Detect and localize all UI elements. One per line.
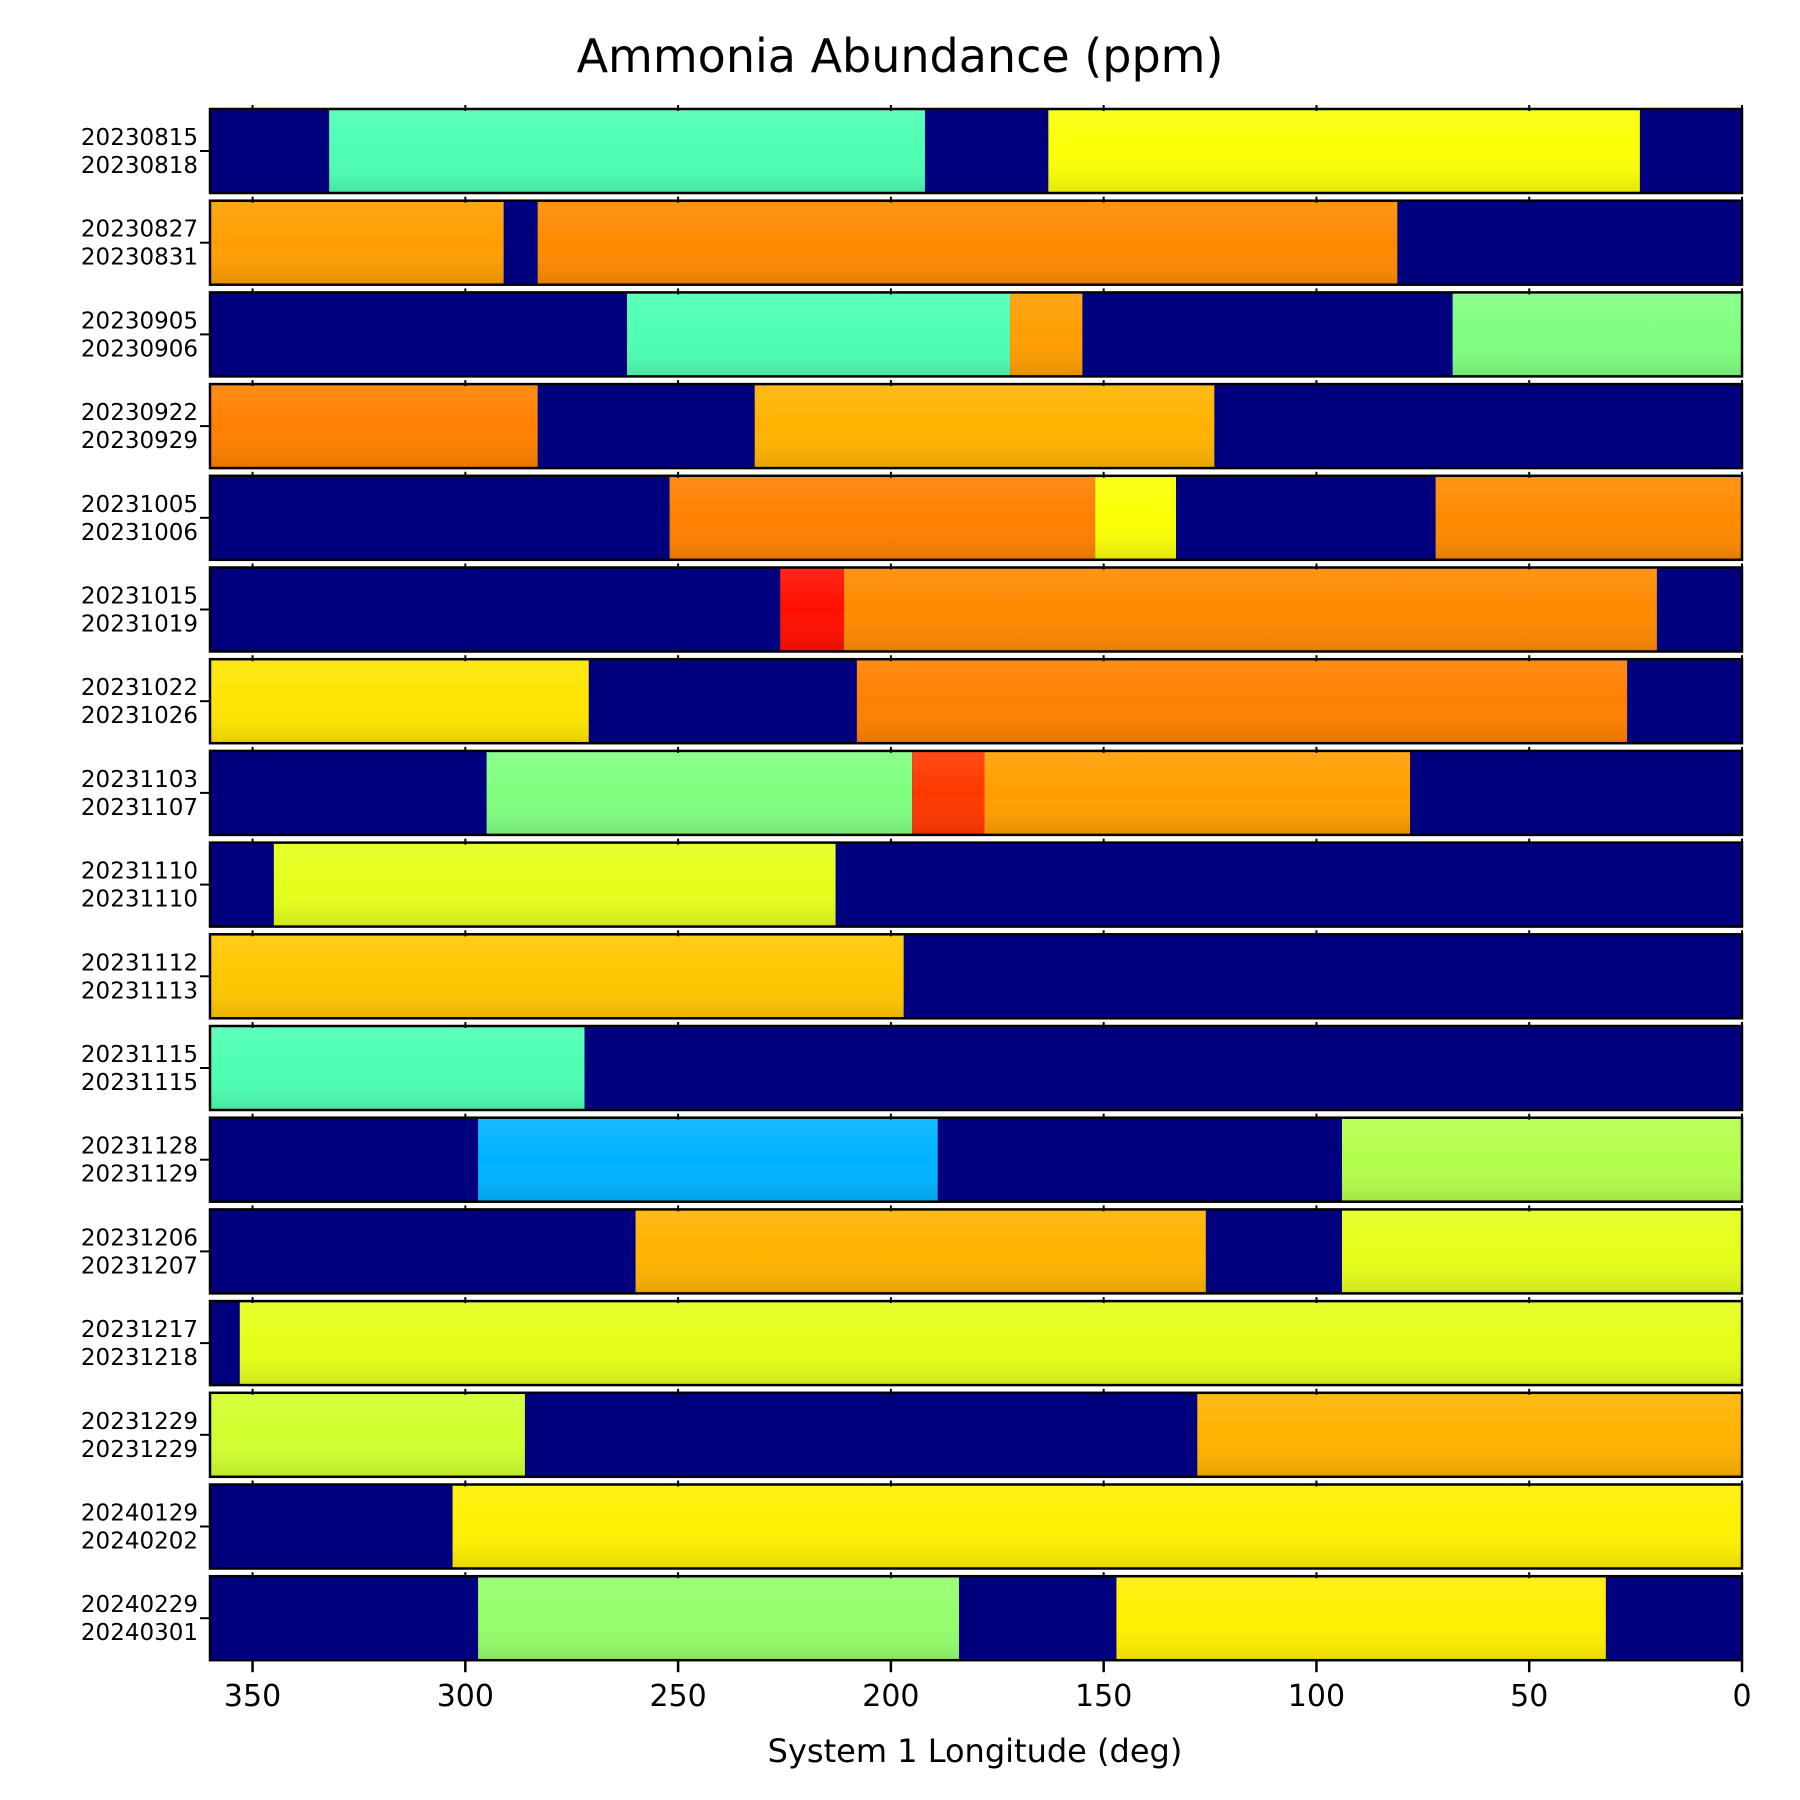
panel-stack: 2023081520230818202308272023083120230905… — [81, 105, 1744, 1662]
coverage-band-shade — [754, 384, 1215, 469]
x-tick-label: 100 — [1288, 1679, 1345, 1714]
date-start-label: 20231115 — [81, 1042, 198, 1068]
date-end-label: 20231113 — [81, 978, 198, 1004]
x-tick-label: 0 — [1732, 1679, 1751, 1714]
date-end-label: 20240301 — [81, 1620, 198, 1646]
coverage-band-shade — [635, 1209, 1206, 1294]
date-end-label: 20231026 — [81, 703, 198, 729]
x-tick-label: 250 — [649, 1679, 706, 1714]
coverage-band-shade — [984, 750, 1411, 835]
date-start-label: 20240129 — [81, 1501, 198, 1527]
coverage-band-shade — [1048, 109, 1640, 193]
date-start-label: 20231112 — [81, 950, 198, 976]
coverage-band-shade — [210, 1392, 525, 1477]
date-start-label: 20231229 — [81, 1409, 198, 1435]
coverage-band-shade — [669, 475, 1096, 560]
date-end-label: 20231110 — [81, 887, 198, 913]
date-start-label: 20231217 — [81, 1317, 198, 1343]
date-start-label: 20230922 — [81, 400, 198, 426]
coverage-band-shade — [210, 934, 904, 1019]
coverage-band-shade — [210, 659, 589, 744]
coverage-band-shade — [1452, 292, 1742, 377]
x-tick-label: 50 — [1510, 1679, 1548, 1714]
coverage-band-shade — [856, 659, 1628, 744]
x-tick-label: 300 — [437, 1679, 494, 1714]
coverage-band-shade — [210, 1026, 585, 1110]
coverage-band-shade — [537, 200, 1398, 285]
x-tick-label: 350 — [224, 1679, 281, 1714]
coverage-band-shade — [1341, 1117, 1742, 1202]
date-end-label: 20231115 — [81, 1070, 198, 1096]
date-start-label: 20230815 — [81, 125, 198, 151]
date-start-label: 20230827 — [81, 217, 198, 243]
date-end-label: 20230929 — [81, 428, 198, 454]
x-tick-label: 150 — [1075, 1679, 1132, 1714]
x-tick-label: 200 — [862, 1679, 919, 1714]
date-start-label: 20231103 — [81, 767, 198, 793]
coverage-band-shade — [1010, 292, 1083, 377]
coverage-band-shade — [452, 1484, 1743, 1569]
date-start-label: 20231128 — [81, 1134, 198, 1160]
date-start-label: 20231206 — [81, 1225, 198, 1251]
date-start-label: 20231022 — [81, 675, 198, 701]
date-start-label: 20231015 — [81, 584, 198, 610]
date-end-label: 20231229 — [81, 1437, 198, 1463]
coverage-band-shade — [239, 1301, 1742, 1386]
date-end-label: 20231107 — [81, 795, 198, 821]
coverage-band-shade — [1341, 1209, 1742, 1294]
date-start-label: 20231005 — [81, 492, 198, 518]
coverage-band-shade — [627, 292, 1011, 377]
coverage-band-shade — [844, 567, 1657, 652]
date-end-label: 20240202 — [81, 1529, 198, 1555]
x-axis: 350 300 250 200 150 100 50 0 — [224, 1660, 1752, 1714]
coverage-band-shade — [478, 1117, 938, 1202]
coverage-band-shade — [329, 109, 925, 193]
date-end-label: 20231019 — [81, 612, 198, 638]
coverage-band-shade — [1116, 1576, 1606, 1661]
date-end-label: 20231006 — [81, 520, 198, 546]
date-start-label: 20231110 — [81, 859, 198, 885]
coverage-band-shade — [1197, 1392, 1742, 1477]
date-end-label: 20231218 — [81, 1345, 198, 1371]
coverage-band-shade — [210, 384, 538, 469]
date-end-label: 20230906 — [81, 336, 198, 362]
date-end-label: 20231207 — [81, 1253, 198, 1279]
coverage-band-shade — [1095, 475, 1177, 560]
coverage-band-shade — [478, 1576, 959, 1661]
coverage-band-shade — [210, 200, 504, 285]
x-axis-label: System 1 Longitude (deg) — [768, 1732, 1183, 1770]
date-start-label: 20240229 — [81, 1592, 198, 1618]
coverage-band-shade — [486, 750, 913, 835]
date-end-label: 20231129 — [81, 1162, 198, 1188]
date-end-label: 20230818 — [81, 153, 198, 179]
date-end-label: 20230831 — [81, 245, 198, 271]
coverage-band-shade — [912, 750, 985, 835]
coverage-band-shade — [273, 842, 836, 927]
coverage-band-shade — [780, 567, 845, 652]
coverage-band-shade — [1435, 475, 1742, 560]
chart-title: Ammonia Abundance (ppm) — [577, 29, 1224, 83]
date-start-label: 20230905 — [81, 308, 198, 334]
